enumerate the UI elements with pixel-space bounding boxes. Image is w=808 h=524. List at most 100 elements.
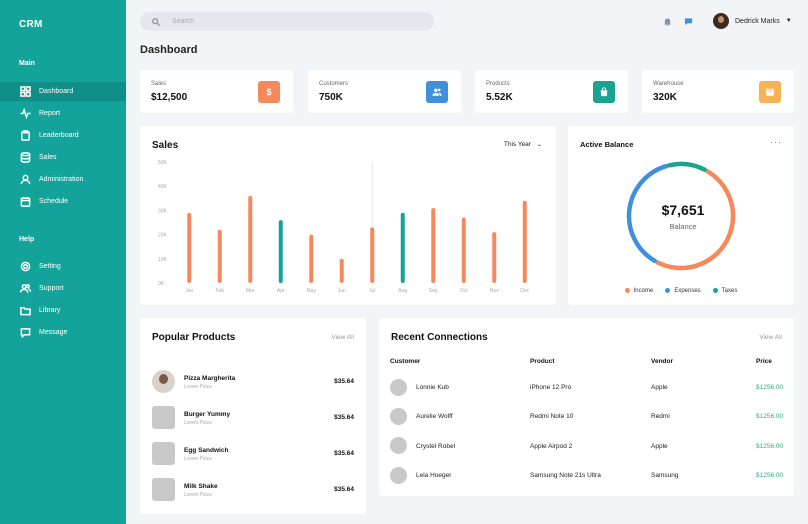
cell-customer: Aurelie Wolff xyxy=(416,413,453,420)
recent-connections-card: Recent Connections View All xyxy=(379,318,794,496)
bar-sep xyxy=(431,207,436,283)
product-name: Egg Sandwich xyxy=(184,447,229,454)
x-tick-label: Feb xyxy=(215,288,224,294)
sidebar-item-label: Setting xyxy=(39,263,61,270)
product-image xyxy=(152,478,175,501)
cell-customer: Crystel Robel xyxy=(416,443,456,450)
sidebar-item-label: Support xyxy=(39,285,64,292)
y-tick-label: 50K xyxy=(158,160,168,166)
sidebar-item-label: Message xyxy=(39,329,68,336)
product-sub: Lorem Pizza xyxy=(184,492,212,498)
column-header-vendor[interactable]: Vendor xyxy=(651,358,674,365)
balance-title: Active Balance xyxy=(580,140,634,149)
x-tick-label: Mar xyxy=(246,288,255,294)
sidebar-item-leaderboard[interactable]: Leaderboard xyxy=(0,126,126,145)
product-price: $35.64 xyxy=(334,486,354,493)
y-tick-label: 20K xyxy=(158,233,168,239)
cell-price: $1256.00 xyxy=(756,384,784,391)
column-header-price[interactable]: Price xyxy=(756,358,772,365)
list-item[interactable]: Egg Sandwich Lorem Pizza $35.64 xyxy=(152,442,354,466)
cell-price: $1256.00 xyxy=(756,413,784,420)
product-name: Milk Shake xyxy=(184,483,218,490)
avatar xyxy=(390,437,407,454)
sidebar-item-dashboard[interactable]: Dashboard xyxy=(0,82,126,101)
bar-jul xyxy=(370,227,375,283)
stat-value: $12,500 xyxy=(151,92,188,103)
product-sub: Lorem Pizza xyxy=(184,384,212,390)
sidebar-item-schedule[interactable]: Schedule xyxy=(0,192,126,211)
sidebar-item-administration[interactable]: Administration xyxy=(0,170,126,189)
sidebar-item-message[interactable]: Message xyxy=(0,323,126,342)
bar-apr xyxy=(278,220,283,283)
view-all-link[interactable]: View All xyxy=(331,334,354,341)
x-tick-label: Dec xyxy=(520,288,529,294)
sidebar-item-sales[interactable]: Sales xyxy=(0,148,126,167)
stat-card-warehouse: Warehouse 320K xyxy=(642,70,794,113)
sidebar-item-setting[interactable]: Setting xyxy=(0,257,126,276)
x-tick-label: Nov xyxy=(490,288,499,294)
popular-products-title: Popular Products xyxy=(152,332,236,343)
cell-product: iPhone 12 Pro xyxy=(530,384,572,391)
donut-slice-expenses xyxy=(626,163,669,264)
popular-products-card: Popular Products View All Pizza Margheri… xyxy=(140,318,366,514)
bar-jun xyxy=(339,258,344,283)
avatar xyxy=(390,467,407,484)
users-icon xyxy=(19,283,31,295)
cell-product: Samsung Note 21s Ultra xyxy=(530,472,601,479)
x-tick-label: Jul xyxy=(369,288,375,294)
bar-feb xyxy=(217,229,222,283)
sidebar-item-label: Administration xyxy=(39,176,84,183)
product-price: $35.64 xyxy=(334,450,354,457)
search-bar[interactable] xyxy=(140,12,434,31)
list-item[interactable]: Burger Yummy Lorem Pizza $35.64 xyxy=(152,406,354,430)
x-tick-label: Oct xyxy=(460,288,468,294)
cell-price: $1256.00 xyxy=(756,472,784,479)
section-main-label: Main xyxy=(19,60,35,67)
section-help-label: Help xyxy=(19,236,35,243)
product-price: $35.64 xyxy=(334,378,354,385)
donut-legend: Income Expenses Taxes xyxy=(568,288,794,294)
stat-label: Sales xyxy=(151,81,167,87)
more-options-icon[interactable]: ··· xyxy=(770,137,782,147)
sidebar-item-report[interactable]: Report xyxy=(0,104,126,123)
sidebar: CRM Main Dashboard Report Leaderboard Sa… xyxy=(0,0,126,524)
message-icon[interactable] xyxy=(683,16,693,26)
bar-nov xyxy=(492,232,497,283)
balance-label: Balance xyxy=(669,222,697,231)
list-item[interactable]: Pizza Margherita Lorem Pizza $35.64 xyxy=(152,370,354,394)
stat-label: Warehouse xyxy=(653,81,684,87)
stat-card-customers: Customers 750K xyxy=(308,70,461,113)
product-image xyxy=(152,406,175,429)
sidebar-item-support[interactable]: Support xyxy=(0,279,126,298)
sidebar-item-library[interactable]: Library xyxy=(0,301,126,320)
column-header-customer[interactable]: Customer xyxy=(390,358,421,365)
sidebar-item-label: Sales xyxy=(39,154,57,161)
stat-value: 750K xyxy=(319,92,343,103)
sidebar-item-label: Schedule xyxy=(39,198,69,205)
cell-vendor: Redmi xyxy=(651,413,670,420)
bar-aug xyxy=(400,212,405,283)
cell-customer: Lonnie Kub xyxy=(416,384,449,391)
active-balance-card: Active Balance ··· $7,651 Balance Income… xyxy=(568,126,794,305)
user-menu[interactable]: Dedrick Marks ▼ xyxy=(713,13,792,29)
cell-customer: Lela Hoeger xyxy=(416,472,452,479)
dollar-icon: $ xyxy=(258,81,280,103)
bell-icon[interactable] xyxy=(662,16,672,26)
folder-icon xyxy=(19,305,31,317)
recent-connections-title: Recent Connections xyxy=(391,332,488,343)
list-item[interactable]: Milk Shake Lorem Pizza $35.64 xyxy=(152,478,354,502)
period-select[interactable]: This Year ⌄ xyxy=(504,141,542,148)
column-header-product[interactable]: Product xyxy=(530,358,555,365)
product-image xyxy=(152,442,175,465)
gear-icon xyxy=(19,261,31,273)
search-input[interactable] xyxy=(172,18,412,25)
stat-card-sales: Sales $12,500 $ xyxy=(140,70,293,113)
pulse-icon xyxy=(19,108,31,120)
stat-label: Customers xyxy=(319,81,349,87)
x-tick-label: Apr xyxy=(277,288,285,294)
view-all-link[interactable]: View All xyxy=(759,334,782,341)
avatar xyxy=(390,379,407,396)
chevron-down-icon: ▼ xyxy=(785,18,792,24)
database-icon xyxy=(19,152,31,164)
users-icon xyxy=(426,81,448,103)
